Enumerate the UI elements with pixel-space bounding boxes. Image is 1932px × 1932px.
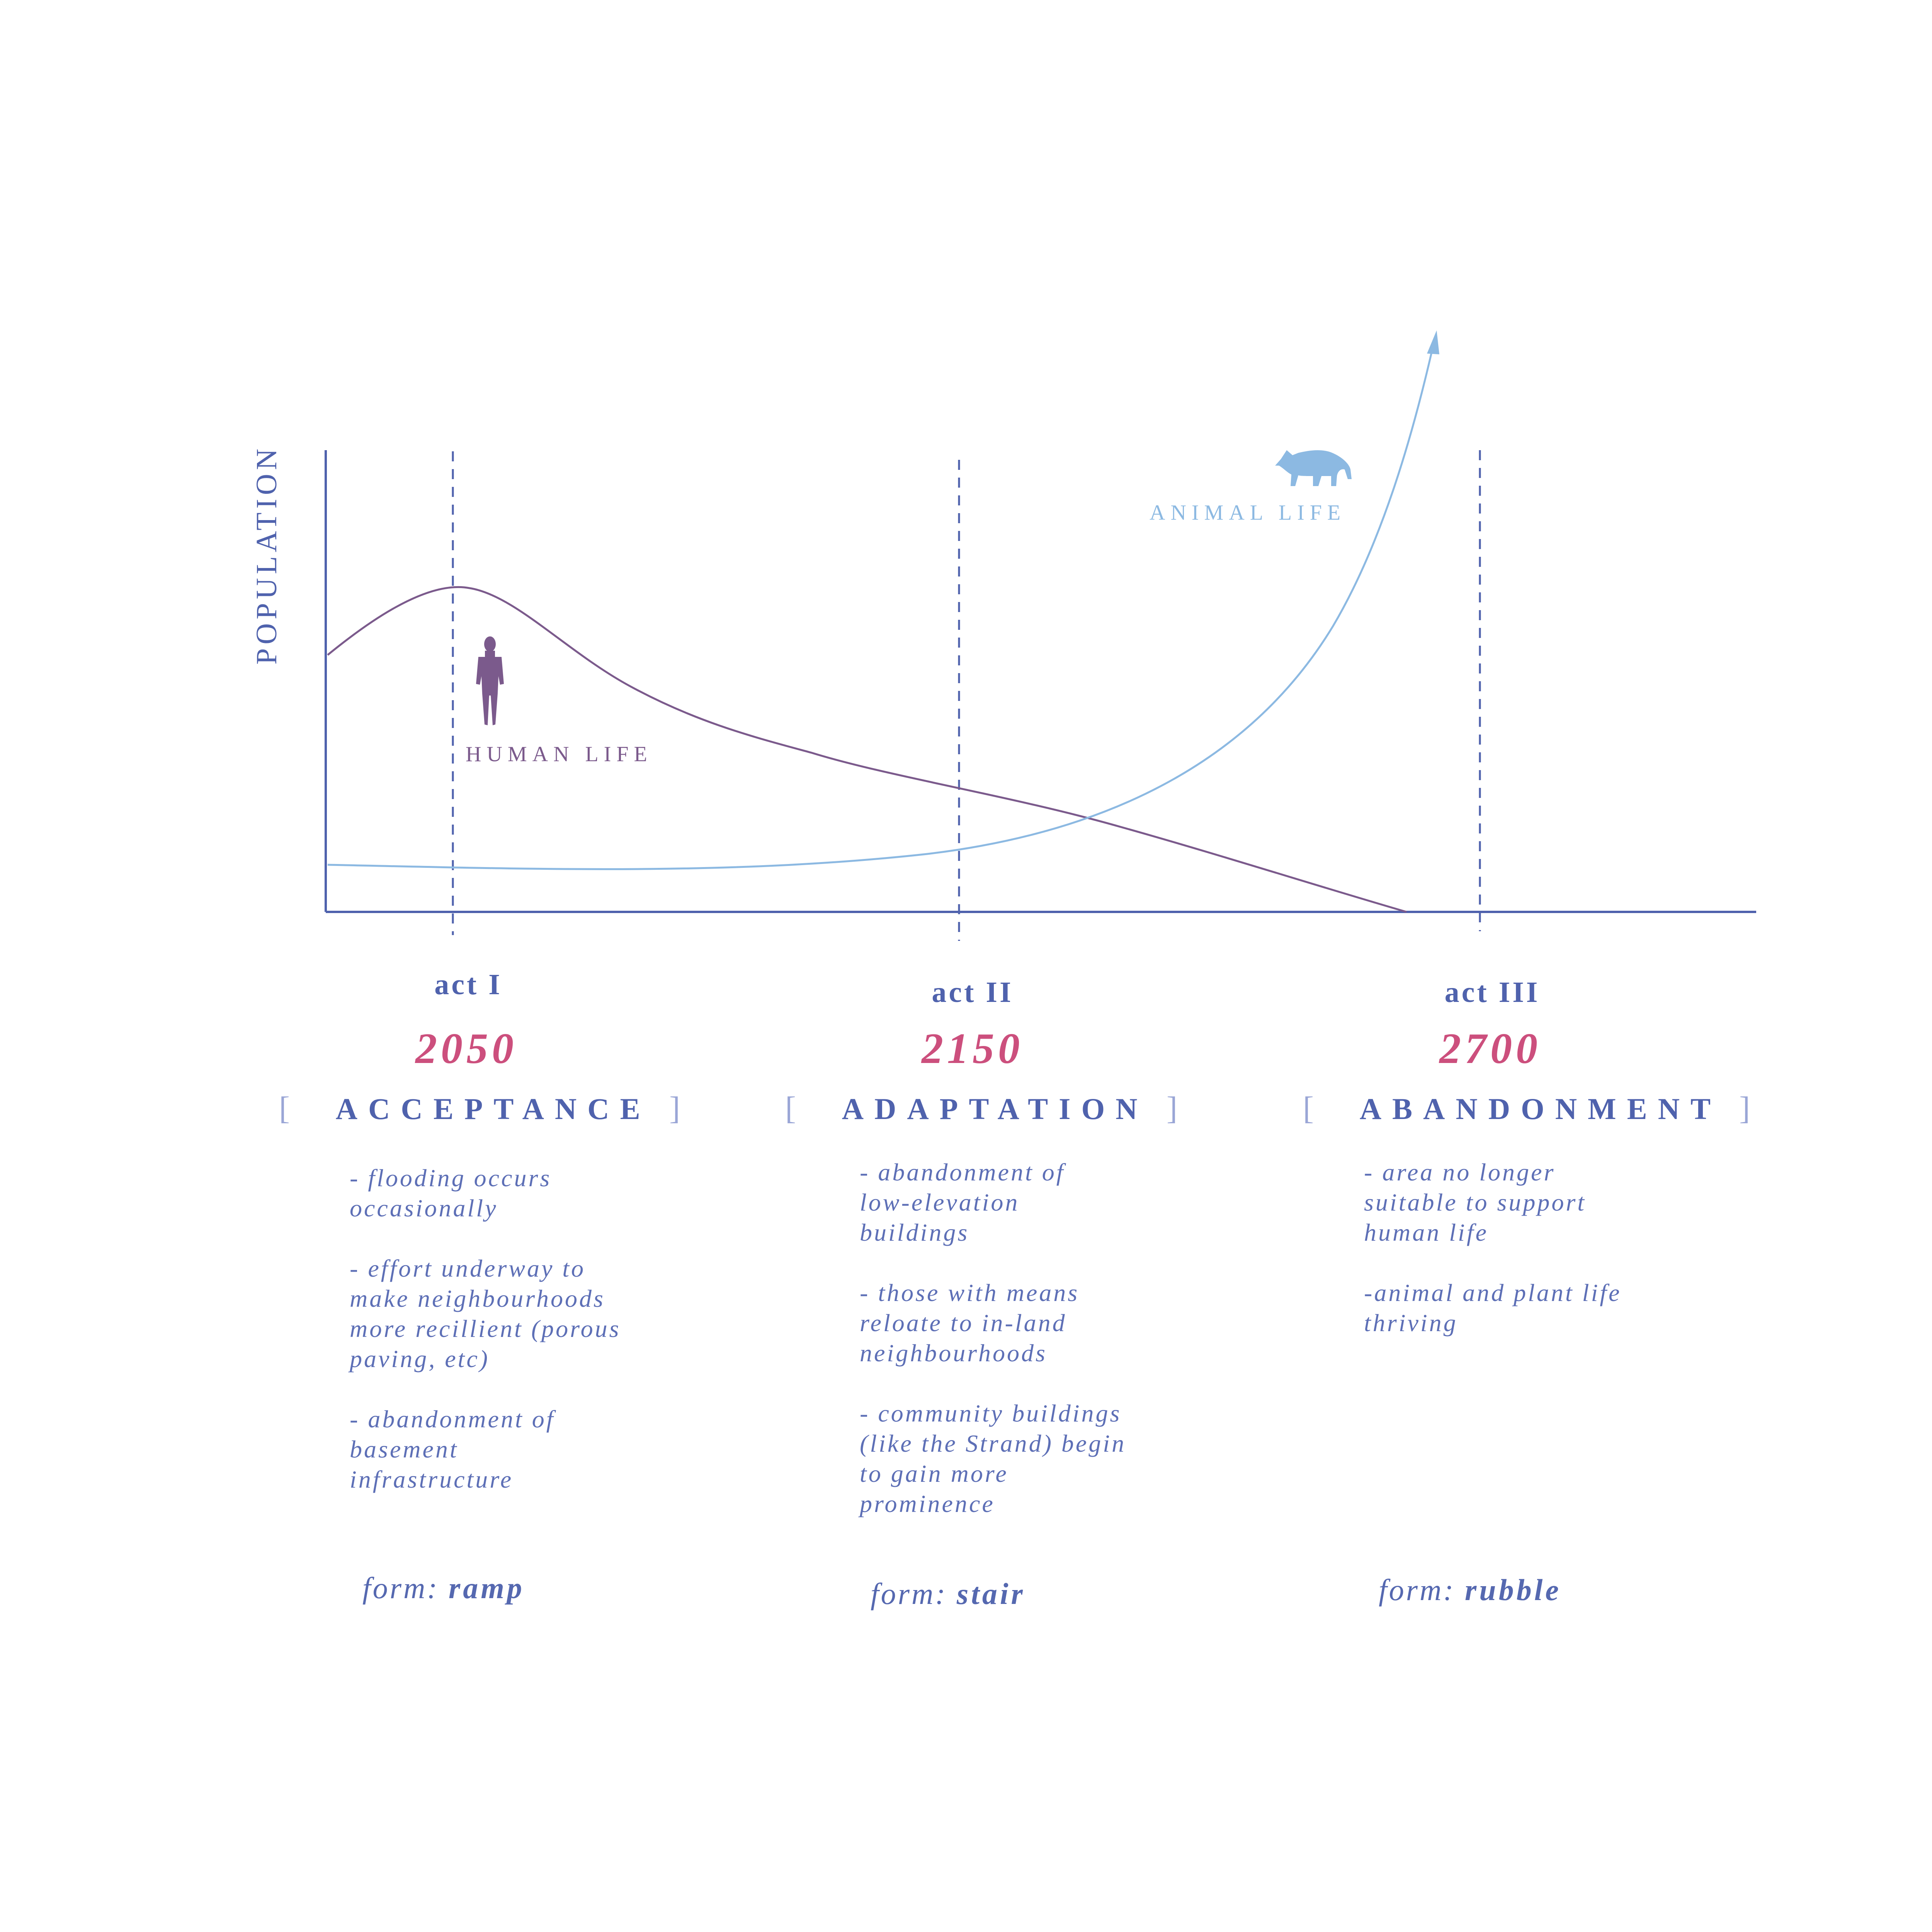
act-2-form: form: stair <box>871 1577 1026 1611</box>
bracket-open: [ <box>785 1090 807 1126</box>
act-3-phase-row: [ ABANDONMENT ] <box>1303 1090 1750 1127</box>
animal-life-label: ANIMAL LIFE <box>1150 501 1346 525</box>
act-1-phase: ACCEPTANCE <box>335 1092 651 1126</box>
act-2-year-wrap: 2150 <box>785 1024 1172 1074</box>
note-item: - abandonment of basement infrastructure <box>350 1405 555 1493</box>
form-prefix: form: <box>362 1571 439 1605</box>
bracket-close: ] <box>669 1090 691 1126</box>
note-item: - effort underway to make neighbourhoods… <box>350 1255 621 1372</box>
note-item: - those with means reloate to in-land ne… <box>860 1279 1080 1367</box>
form-prefix: form: <box>871 1577 947 1611</box>
animal-life-line <box>327 344 1435 870</box>
act-1-form: form: ramp <box>362 1571 525 1605</box>
act-1-phase-wrap: [ ACCEPTANCE ] <box>279 1090 680 1127</box>
act-1-notes: - flooding occurs occasionally - effort … <box>350 1163 667 1525</box>
act-3-phase-wrap: [ ABANDONMENT ] <box>1303 1090 1750 1127</box>
form-prefix: form: <box>1379 1573 1456 1607</box>
note-item: - area no longer suitable to support hum… <box>1364 1158 1587 1246</box>
note-item: - abandonment of low-elevation buildings <box>860 1158 1065 1246</box>
act-3-phase: ABANDONMENT <box>1359 1092 1721 1126</box>
act-3-title: act III <box>1444 976 1540 1009</box>
note-item: - community buildings (like the Strand) … <box>860 1400 1126 1517</box>
act-1-year: 2050 <box>415 1025 517 1073</box>
act-3-year: 2700 <box>1439 1025 1541 1073</box>
bracket-open: [ <box>279 1090 301 1126</box>
human-life-line <box>327 586 1407 913</box>
bracket-close: ] <box>1739 1090 1761 1126</box>
act-2-form-value: stair <box>956 1577 1026 1611</box>
note-item: - flooding occurs occasionally <box>350 1164 552 1222</box>
note-item: -animal and plant life thriving <box>1364 1279 1622 1337</box>
act-3-notes: - area no longer suitable to support hum… <box>1364 1157 1692 1368</box>
act-3-form-value: rubble <box>1464 1573 1561 1607</box>
act-1-column: act I <box>279 968 665 1002</box>
act-3-year-wrap: 2700 <box>1303 1024 1689 1074</box>
act-3-form: form: rubble <box>1379 1573 1561 1607</box>
act-2-phase: ADAPTATION <box>842 1092 1148 1126</box>
act-1-form-value: ramp <box>448 1571 525 1605</box>
animal-life-arrowhead <box>1427 330 1439 354</box>
act-1-year-wrap: 2050 <box>279 1024 665 1074</box>
bracket-open: [ <box>1303 1090 1325 1126</box>
raccoon-icon <box>1275 450 1352 486</box>
bracket-close: ] <box>1166 1090 1188 1126</box>
act-1-phase-row: [ ACCEPTANCE ] <box>279 1090 680 1127</box>
act-2-title: act II <box>932 976 1014 1009</box>
human-silhouette-icon <box>476 636 504 725</box>
act-2-notes: - abandonment of low-elevation buildings… <box>860 1157 1188 1549</box>
act-1-title: act I <box>434 968 502 1001</box>
act-3-column: act III <box>1303 976 1689 1009</box>
act-2-year: 2150 <box>922 1025 1024 1073</box>
act-2-phase-row: [ ADAPTATION ] <box>785 1090 1177 1127</box>
human-life-label: HUMAN LIFE <box>466 742 653 766</box>
y-axis-label: POPULATION <box>250 445 283 665</box>
act-2-column: act II <box>785 976 1172 1009</box>
act-2-phase-wrap: [ ADAPTATION ] <box>785 1090 1177 1127</box>
